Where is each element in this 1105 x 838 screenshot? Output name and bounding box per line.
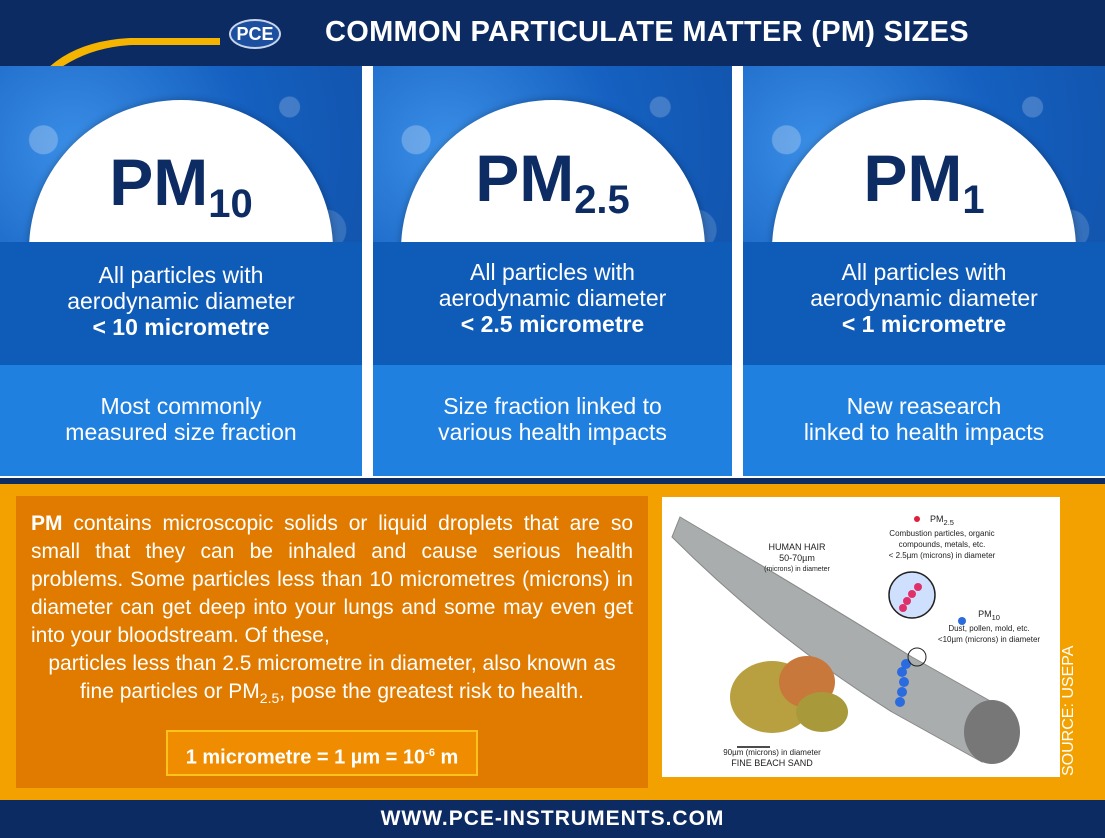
- definition: All particles with aerodynamic diameter < …: [0, 242, 362, 365]
- column-pm10: PM10 All particles with aerodynamic diame…: [0, 66, 362, 476]
- note: Most commonly measured size fraction: [0, 365, 362, 476]
- note: New reasearch linked to health impacts: [743, 365, 1105, 476]
- definition: All particles with aerodynamic diameter < …: [373, 242, 732, 365]
- header: PCE COMMON PARTICULATE MATTER (PM) SIZES: [0, 0, 1105, 104]
- note: Size fraction linked to various health im…: [373, 365, 732, 476]
- pm-heading: PM1: [863, 141, 985, 222]
- info-text: PM contains microscopic solids or liquid…: [16, 496, 648, 788]
- pm-columns: PM10 All particles with aerodynamic diame…: [0, 66, 1105, 478]
- pm-heading: PM2.5: [475, 141, 630, 222]
- info-section: PM contains microscopic solids or liquid…: [0, 484, 1105, 800]
- unit-formula: 1 micrometre = 1 µm = 10-6 m: [166, 730, 478, 776]
- source-credit: SOURCE: USEPA: [1060, 645, 1077, 776]
- column-pm25: PM2.5 All particles with aerodynamic diam…: [373, 66, 732, 476]
- swoosh-decoration: [23, 38, 220, 104]
- particle-size-illustration: HUMAN HAIR 50-70µm (microns) in diameter P…: [662, 497, 1060, 777]
- pm-heading: PM10: [109, 145, 253, 226]
- definition: All particles with aerodynamic diameter < …: [743, 242, 1105, 365]
- hair-label: HUMAN HAIR 50-70µm (microns) in diameter: [764, 542, 830, 573]
- pm25-label: PM2.5 Combustion particles, organic compou…: [888, 514, 996, 560]
- hair-sand-drawing: [671, 516, 1020, 764]
- sand-label: 90µm (microns) in diameter FINE BEACH SAN…: [723, 748, 821, 768]
- column-pm1: PM1 All particles with aerodynamic diamet…: [743, 66, 1105, 476]
- pm10-label: PM10 Dust, pollen, mold, etc. <10µm (micro…: [937, 609, 1041, 644]
- page-title: COMMON PARTICULATE MATTER (PM) SIZES: [325, 16, 969, 48]
- website-link[interactable]: WWW.PCE-INSTRUMENTS.COM: [0, 800, 1105, 838]
- pce-logo: PCE: [229, 19, 281, 49]
